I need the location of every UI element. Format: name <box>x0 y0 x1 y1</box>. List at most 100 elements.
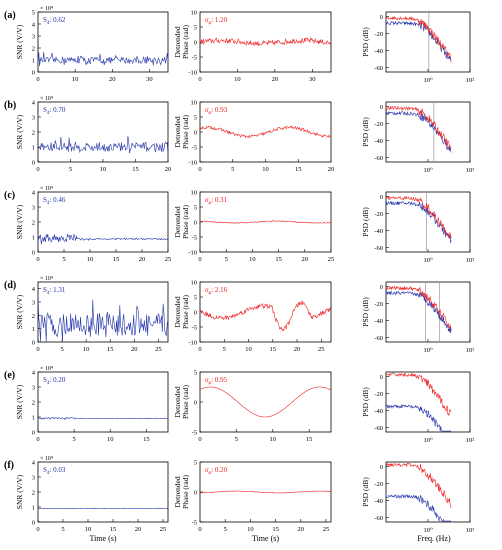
phase-series-line <box>199 490 331 494</box>
s4-annotation: S4: 0.62 <box>43 16 66 26</box>
x-tick-label: 25 <box>318 346 325 353</box>
sigma-annotation: σφ: 1.20 <box>205 16 228 26</box>
psd-red-line <box>385 105 452 150</box>
snr-series-line <box>37 135 169 156</box>
y-tick-label: 1 <box>32 505 35 512</box>
x-tick-label: 10⁰ <box>423 527 433 534</box>
psd-y-label: PSD (dB) <box>361 27 370 57</box>
x-tick-label: 10² <box>466 167 475 174</box>
y-tick-label: -20 <box>374 391 383 398</box>
phase-y-label: DetrendedPhase (rad) <box>173 25 190 59</box>
y-tick-label: 0 <box>380 104 383 111</box>
s4-prefix: S <box>43 16 47 24</box>
sigma-symbol: σ <box>205 376 209 384</box>
y-tick-label: 4 <box>32 190 36 197</box>
psd-y-label: PSD (dB) <box>361 297 370 327</box>
y-tick-label: 4 <box>32 22 36 29</box>
y-tick-label: 0 <box>194 310 197 317</box>
y-tick-label: 1 <box>32 145 35 152</box>
y-tick-label: -60 <box>374 245 383 252</box>
psd-y-label: PSD (dB) <box>361 477 370 507</box>
s4-prefix: S <box>43 376 47 384</box>
y-tick-label: 0 <box>194 400 197 407</box>
x-tick-label: 10 <box>72 76 79 83</box>
time-x-label: Time (s) <box>89 534 116 543</box>
snr-exponent-label: × 10⁴ <box>40 276 53 282</box>
psd-axes: -60 -40 -20 0 10⁰ 10² PSD (dB) <box>361 101 475 174</box>
sigma-annotation: σφ: 0.20 <box>205 466 228 476</box>
x-tick-label: 10 <box>234 76 241 83</box>
x-tick-label: 15 <box>110 526 117 533</box>
x-tick-label: 5 <box>60 346 63 353</box>
s4-value: : 0.62 <box>49 16 65 24</box>
y-tick-label: 3 <box>32 34 35 41</box>
y-tick-label: 1 <box>32 326 35 333</box>
y-tick-label: -40 <box>374 138 383 145</box>
x-tick-label: 10 <box>87 256 94 263</box>
y-tick-label: -5 <box>192 235 197 242</box>
x-tick-label: 10⁰ <box>423 257 433 264</box>
y-tick-label: 0 <box>380 14 383 21</box>
x-tick-label: 15 <box>132 166 139 173</box>
y-tick-label: 10 <box>191 280 198 287</box>
axes-frame <box>385 461 471 523</box>
sigma-annotation: σφ: 2.16 <box>205 286 228 296</box>
sigma-sub: φ <box>208 471 211 476</box>
snr-series-line <box>37 51 169 67</box>
sigma-sub: φ <box>208 111 211 116</box>
x-tick-label: 10⁰ <box>423 437 433 444</box>
y-tick-label: 4 <box>32 460 36 467</box>
y-tick-label: 10 <box>191 10 198 17</box>
psd-axes: -60 -40 -20 0 10⁰ 10² PSD (dB) <box>361 281 474 354</box>
x-tick-label: 5 <box>223 346 226 353</box>
phase-y-label-line1: Detrended <box>173 26 182 57</box>
x-tick-label: 20 <box>294 346 301 353</box>
sigma-sub: φ <box>208 201 211 206</box>
phase-y-label: DetrendedPhase (rad) <box>173 475 190 509</box>
y-tick-label: 0 <box>380 194 383 201</box>
sigma-sub: φ <box>208 21 211 26</box>
y-tick-label: 0 <box>32 430 35 437</box>
y-tick-label: 10 <box>191 190 198 197</box>
y-tick-label: 4 <box>32 370 36 377</box>
y-tick-label: 0 <box>194 490 197 497</box>
sigma-symbol: σ <box>205 286 209 294</box>
phase-y-label-line2: Phase (rad) <box>181 25 190 59</box>
s4-prefix: S <box>43 466 47 474</box>
y-tick-label: -40 <box>374 318 383 325</box>
x-tick-label: 0 <box>36 436 39 443</box>
snr-series-line <box>37 233 169 245</box>
y-tick-label: -5 <box>192 430 197 437</box>
x-tick-label: 5 <box>225 256 228 263</box>
snr-y-label: SNR (V/V) <box>15 114 24 149</box>
y-tick-label: -5 <box>192 55 197 62</box>
x-tick-label: 0 <box>198 76 201 83</box>
y-tick-label: -40 <box>374 408 383 415</box>
x-tick-label: 0 <box>36 256 39 263</box>
x-tick-label: 0 <box>36 76 39 83</box>
x-tick-label: 10 <box>245 346 252 353</box>
snr-exponent-label: × 10⁴ <box>40 96 53 102</box>
sigma-sub: φ <box>208 291 211 296</box>
snr-series-line <box>37 417 168 421</box>
x-tick-label: 25 <box>323 526 330 533</box>
psd-blue-line <box>385 290 452 334</box>
phase-series-line <box>199 125 332 139</box>
snr-exponent-label: × 10⁴ <box>40 186 53 192</box>
x-tick-label: 0 <box>198 526 201 533</box>
sigma-value: : 1.20 <box>211 16 227 24</box>
x-tick-label: 25 <box>155 346 162 353</box>
x-tick-label: 0 <box>36 346 39 353</box>
sigma-annotation: σφ: 0.95 <box>205 376 228 386</box>
y-tick-label: 10 <box>191 100 198 107</box>
phase-y-label-line1: Detrended <box>173 386 182 417</box>
psd-axes: -60 -40 -20 0 10⁰ 10² PSD (dB) <box>361 11 474 84</box>
x-tick-label: 20 <box>139 256 146 263</box>
y-tick-label: 0 <box>32 160 35 167</box>
sigma-symbol: σ <box>205 196 209 204</box>
sigma-value: : 0.31 <box>211 196 227 204</box>
phase-axes: -10 -5 0 5 10 0 5 10 15 20 25 σφ: 0.31 DetrendedPhas… <box>173 190 334 264</box>
